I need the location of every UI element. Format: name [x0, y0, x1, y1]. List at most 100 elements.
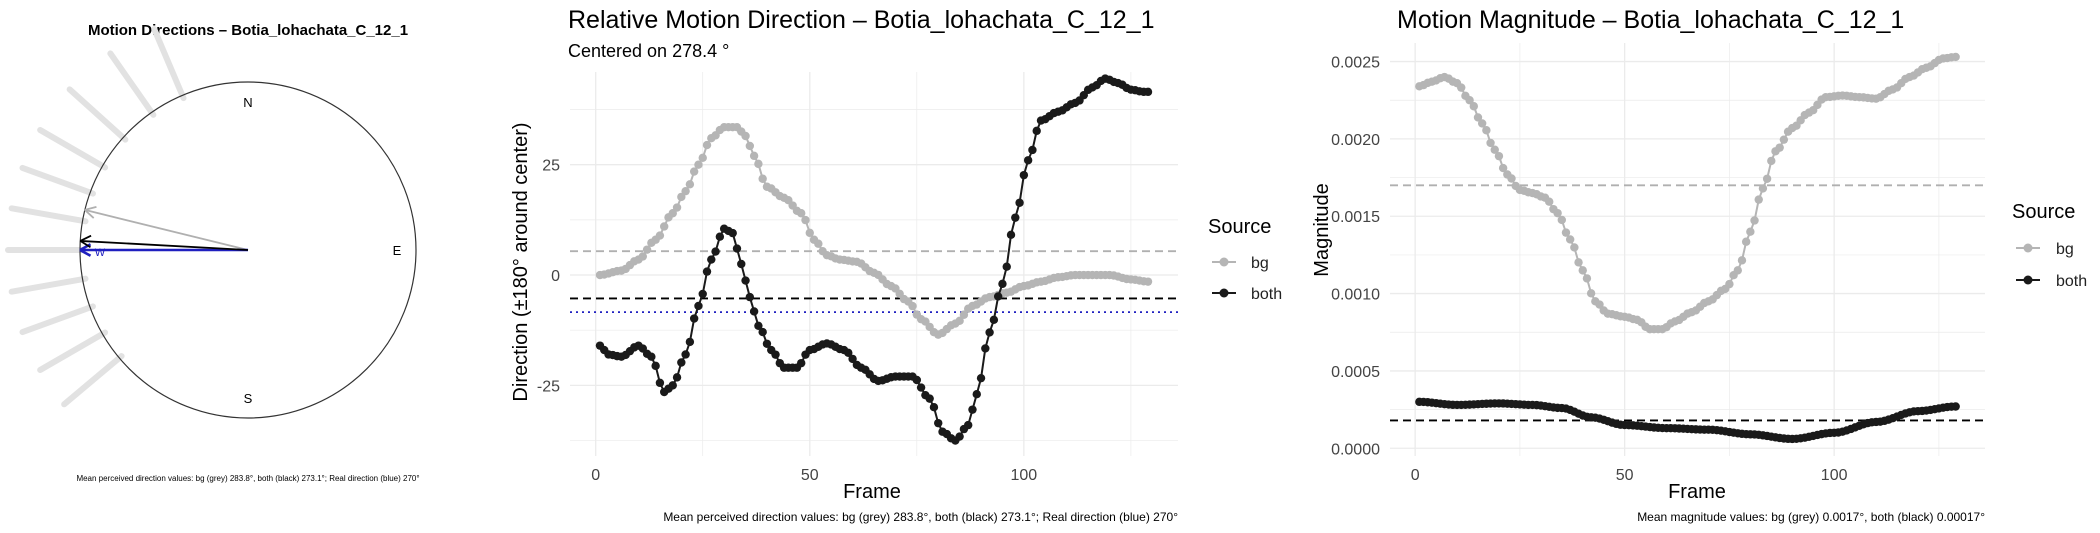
polar-ray [107, 50, 157, 118]
compass-south: S [244, 391, 253, 406]
series-point-both [998, 279, 1007, 289]
series-point-bg [1762, 174, 1772, 183]
polar-ray [8, 205, 89, 225]
direction-ylabel: Direction (±180° around center) [510, 122, 532, 401]
series-point-bg [805, 228, 814, 238]
series-point-both [771, 350, 780, 359]
direction-xlabel: Frame [843, 481, 901, 503]
series-point-bg [801, 215, 810, 225]
series-point-bg [1767, 156, 1776, 166]
series-point-bg [1507, 174, 1516, 183]
magnitude-caption: Mean magnitude values: bg (grey) 0.0017°… [1637, 510, 1985, 524]
y-tick-label: 25 [542, 158, 560, 175]
series-point-both [955, 432, 964, 441]
y-tick-label: 0.0005 [1331, 364, 1380, 381]
series-point-both [929, 403, 939, 412]
direction-subtitle: Centered on 278.4 ° [568, 41, 729, 61]
series-point-both [844, 348, 853, 358]
magnitude-legend-title: Source [2012, 201, 2075, 223]
x-tick-label: 100 [1821, 467, 1848, 484]
direction-panel: Relative Motion Direction – Botia_lohach… [510, 6, 1282, 524]
series-point-bg [1586, 289, 1596, 298]
y-tick-label: 0.0010 [1331, 287, 1380, 304]
series-point-bg [681, 186, 690, 196]
y-tick-label: 0.0000 [1331, 441, 1380, 458]
series-point-both [1032, 126, 1041, 136]
magnitude-series [1415, 52, 1960, 444]
series-point-bg [1750, 216, 1759, 225]
series-point-bg [655, 231, 665, 240]
series-point-bg [1143, 277, 1153, 286]
series-point-both [647, 352, 656, 361]
series-point-both [1028, 145, 1037, 155]
direction-legend-title: Source [1208, 216, 1271, 238]
series-point-bg [1477, 119, 1487, 128]
direction-title: Relative Motion Direction – Botia_lohach… [568, 6, 1154, 34]
polar-rays [5, 26, 187, 408]
series-point-both [677, 358, 686, 367]
magnitude-title: Motion Magnitude – Botia_lohachata_C_12_… [1397, 6, 1904, 34]
series-point-both [681, 350, 690, 359]
series-point-both [981, 344, 990, 353]
series-line-bg [599, 126, 1149, 336]
series-point-both [728, 228, 737, 238]
series-point-bg [959, 310, 969, 319]
direction-mean-lines [570, 250, 1178, 314]
series-point-bg [698, 153, 707, 163]
series-point-bg [1574, 258, 1583, 267]
compass-west: W [95, 247, 106, 259]
series-point-both [715, 232, 725, 241]
bg-arrow-head [84, 205, 97, 211]
series-point-bg [694, 160, 703, 169]
series-point-both [707, 255, 716, 264]
series-point-both [912, 375, 922, 385]
polar-caption: Mean perceived direction values: bg (gre… [76, 474, 419, 483]
direction-legend: Source bg both [1208, 216, 1282, 303]
series-point-bg [797, 209, 806, 218]
compass-north: N [243, 95, 252, 110]
magnitude-panel: Motion Magnitude – Botia_lohachata_C_12_… [1311, 6, 2087, 524]
series-point-both [754, 321, 763, 330]
series-point-bg [1565, 235, 1575, 244]
series-point-both [976, 373, 986, 383]
series-point-bg [814, 239, 823, 248]
series-point-both [1023, 156, 1033, 165]
polar-title: Motion Directions – Botia_lohachata_C_12… [88, 22, 408, 39]
series-point-bg [689, 167, 699, 176]
series-point-bg [745, 141, 755, 151]
series-point-both [745, 292, 755, 302]
series-point-both [655, 378, 665, 388]
series-point-both [993, 292, 1003, 301]
series-point-both [848, 354, 857, 364]
series-point-bg [1951, 52, 1960, 62]
direction-series [595, 74, 1153, 445]
series-point-both [741, 276, 750, 285]
series-point-both [797, 358, 806, 368]
polar-ray [19, 164, 96, 197]
real-arrow-head [79, 248, 92, 257]
series-point-bg [741, 131, 750, 141]
series-point-bg [955, 316, 964, 326]
x-tick-label: 0 [591, 467, 600, 484]
series-point-bg [908, 301, 917, 311]
series-point-bg [642, 245, 652, 254]
polar-ray [151, 26, 187, 102]
x-tick-label: 50 [801, 467, 819, 484]
magnitude-xlabel: Frame [1668, 481, 1726, 503]
magnitude-legend-bg-marker [2023, 243, 2033, 253]
series-point-both [1143, 87, 1153, 97]
series-point-both [702, 267, 712, 276]
direction-ticks: 0 50 100 -25 0 25 [537, 158, 1037, 484]
series-point-bg [1779, 135, 1789, 144]
series-point-both [698, 289, 707, 299]
polar-ray [37, 127, 109, 171]
series-point-bg [1486, 138, 1495, 148]
series-point-both [934, 418, 943, 428]
polar-ray [61, 353, 125, 408]
series-point-both [1002, 262, 1011, 271]
series-point-both [672, 373, 682, 382]
direction-grid [570, 72, 1178, 456]
both-arrow-head [79, 234, 92, 242]
y-tick-label: 0.0015 [1331, 209, 1380, 226]
